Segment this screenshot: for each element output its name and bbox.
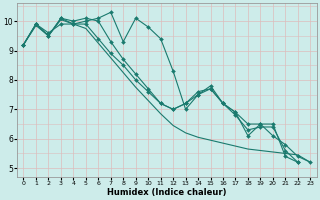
X-axis label: Humidex (Indice chaleur): Humidex (Indice chaleur) [107,188,227,197]
